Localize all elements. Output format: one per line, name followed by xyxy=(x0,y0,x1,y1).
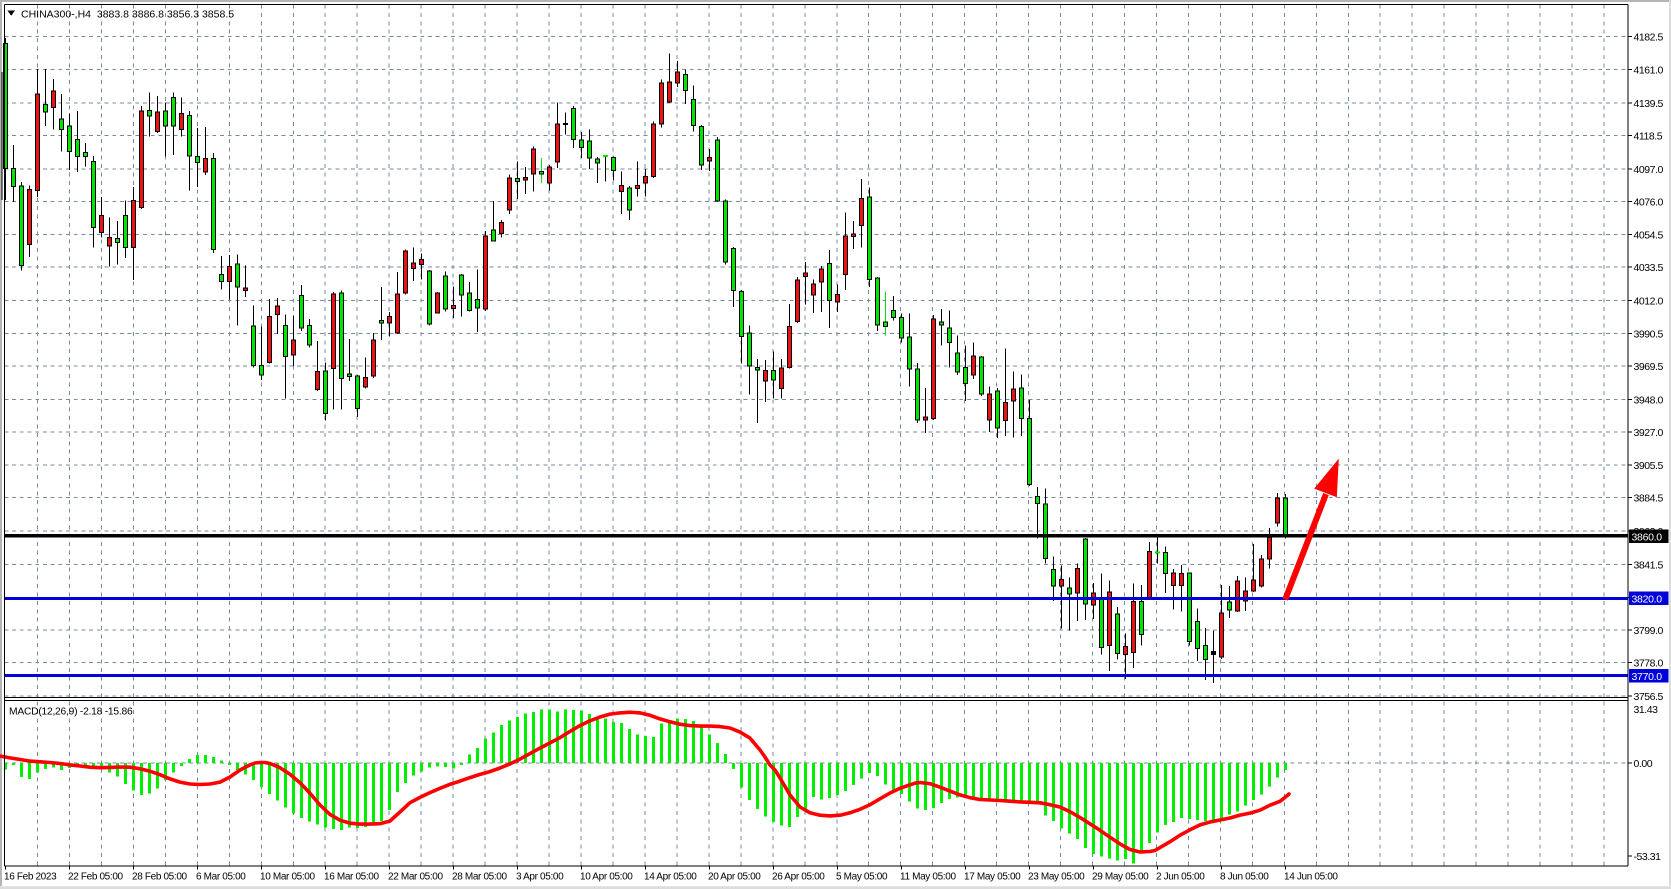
svg-text:11 May 05:00: 11 May 05:00 xyxy=(900,872,956,883)
svg-text:3905.5: 3905.5 xyxy=(1634,460,1664,472)
svg-text:3799.0: 3799.0 xyxy=(1634,625,1664,637)
svg-text:28 Feb 05:00: 28 Feb 05:00 xyxy=(132,872,188,883)
svg-text:3 Apr 05:00: 3 Apr 05:00 xyxy=(516,872,564,883)
svg-text:4161.0: 4161.0 xyxy=(1634,65,1664,77)
svg-text:3778.0: 3778.0 xyxy=(1634,658,1664,670)
svg-text:26 Apr 05:00: 26 Apr 05:00 xyxy=(772,872,825,883)
svg-text:3927.0: 3927.0 xyxy=(1634,427,1664,439)
svg-text:22 Feb 05:00: 22 Feb 05:00 xyxy=(68,872,124,883)
svg-text:8 Jun 05:00: 8 Jun 05:00 xyxy=(1220,872,1269,883)
svg-text:14 Jun 05:00: 14 Jun 05:00 xyxy=(1284,872,1338,883)
svg-text:16 Mar 05:00: 16 Mar 05:00 xyxy=(324,872,380,883)
svg-text:MACD(12,26,9) -2.18 -15.86: MACD(12,26,9) -2.18 -15.86 xyxy=(9,707,133,718)
svg-text:14 Apr 05:00: 14 Apr 05:00 xyxy=(644,872,697,883)
svg-text:CHINA300-,H4 3883.8 3886.8 38: CHINA300-,H4 3883.8 3886.8 3856.3 3858.5 xyxy=(21,9,234,21)
svg-text:4033.5: 4033.5 xyxy=(1634,262,1664,274)
svg-text:3820.0: 3820.0 xyxy=(1632,594,1663,606)
svg-text:3948.0: 3948.0 xyxy=(1634,394,1664,406)
svg-text:10 Apr 05:00: 10 Apr 05:00 xyxy=(580,872,633,883)
svg-text:2 Jun 05:00: 2 Jun 05:00 xyxy=(1156,872,1205,883)
svg-text:23 May 05:00: 23 May 05:00 xyxy=(1028,872,1085,883)
svg-text:4054.5: 4054.5 xyxy=(1634,230,1664,242)
svg-text:4076.0: 4076.0 xyxy=(1634,196,1664,208)
svg-text:28 Mar 05:00: 28 Mar 05:00 xyxy=(452,872,508,883)
svg-text:20 Apr 05:00: 20 Apr 05:00 xyxy=(708,872,761,883)
svg-text:3860.0: 3860.0 xyxy=(1632,532,1663,544)
svg-text:3884.5: 3884.5 xyxy=(1634,493,1664,505)
svg-text:17 May 05:00: 17 May 05:00 xyxy=(964,872,1021,883)
svg-text:16 Feb 2023: 16 Feb 2023 xyxy=(4,872,57,883)
svg-text:5 May 05:00: 5 May 05:00 xyxy=(836,872,888,883)
svg-text:3990.5: 3990.5 xyxy=(1634,329,1664,341)
svg-text:4118.5: 4118.5 xyxy=(1634,131,1663,143)
svg-text:22 Mar 05:00: 22 Mar 05:00 xyxy=(388,872,444,883)
svg-text:4097.0: 4097.0 xyxy=(1634,164,1664,176)
svg-text:4139.5: 4139.5 xyxy=(1634,98,1664,110)
svg-text:6 Mar 05:00: 6 Mar 05:00 xyxy=(196,872,246,883)
svg-text:3969.5: 3969.5 xyxy=(1634,361,1664,373)
svg-text:3841.5: 3841.5 xyxy=(1634,559,1664,571)
svg-text:10 Mar 05:00: 10 Mar 05:00 xyxy=(260,872,316,883)
svg-text:29 May 05:00: 29 May 05:00 xyxy=(1092,872,1149,883)
svg-text:3770.0: 3770.0 xyxy=(1632,671,1663,683)
svg-text:-53.31: -53.31 xyxy=(1634,851,1662,863)
svg-text:4182.5: 4182.5 xyxy=(1634,31,1664,43)
svg-text:31.43: 31.43 xyxy=(1634,704,1659,716)
svg-text:3756.5: 3756.5 xyxy=(1634,691,1664,703)
svg-text:0.00: 0.00 xyxy=(1634,758,1653,770)
svg-text:4012.0: 4012.0 xyxy=(1634,295,1664,307)
